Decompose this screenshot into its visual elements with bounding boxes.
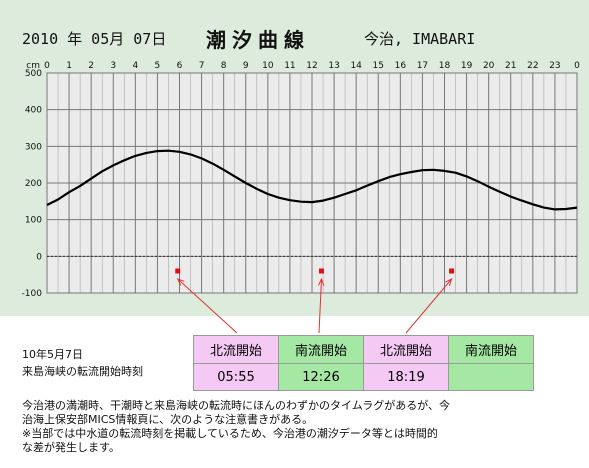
header-north-2: 北流開始 <box>363 335 449 364</box>
time-south-2 <box>448 363 534 391</box>
y-tick-label: 400 <box>25 106 42 116</box>
note-line: 治海上保安部MICS情報頁に、次のような注意書きがある。 <box>22 413 314 426</box>
current-change-marker <box>449 268 455 274</box>
note-line: 今治港の満潮時、干潮時と来島海峡の転流時にほんのわずかのタイムラグがあるが、今 <box>22 399 451 412</box>
x-tick-label: 11 <box>284 61 295 71</box>
location-text: 今治, IMABARI <box>364 30 476 48</box>
notes: 今治港の満潮時、干潮時と来島海峡の転流時にほんのわずかのタイムラグがあるが、今 … <box>22 399 582 455</box>
y-tick-label: 0 <box>36 252 42 262</box>
header-south-1: 南流開始 <box>278 335 364 364</box>
time-north-2: 18:19 <box>363 363 449 391</box>
current-change-marker <box>175 268 181 274</box>
y-tick-label: 300 <box>25 142 42 152</box>
y-tick-label: -100 <box>22 289 43 299</box>
x-tick-label: 3 <box>110 61 116 71</box>
x-tick-label: 18 <box>439 61 451 71</box>
x-tick-label: 8 <box>221 61 227 71</box>
time-south-1: 12:26 <box>278 363 364 391</box>
caption-date: 10年5月7日 <box>22 348 83 361</box>
y-tick-label: 500 <box>25 69 42 79</box>
x-tick-label: 23 <box>549 61 560 71</box>
date-text: 2010 年 05月 07日 <box>22 30 167 48</box>
header-south-2: 南流開始 <box>448 335 534 364</box>
x-tick-label: 20 <box>483 61 495 71</box>
x-tick-label: 1 <box>66 61 72 71</box>
chart-title: 潮汐曲線 <box>206 28 310 52</box>
current-caption: 10年5月7日 来島海峡の転流開始時刻 <box>22 346 143 380</box>
x-tick-label: 21 <box>505 61 516 71</box>
arrow-head <box>176 278 185 286</box>
y-tick-label: 100 <box>25 216 42 226</box>
x-tick-label: 19 <box>461 61 473 71</box>
x-tick-label: 12 <box>306 61 317 71</box>
header-north-1: 北流開始 <box>193 335 279 364</box>
x-tick-label: 6 <box>177 61 183 71</box>
arrow-head <box>318 277 325 286</box>
current-reversal-table: 北流開始 南流開始 北流開始 南流開始 05:55 12:26 18:19 <box>193 335 534 391</box>
x-tick-label: 5 <box>155 61 161 71</box>
caption-title: 来島海峡の転流開始時刻 <box>22 365 143 378</box>
x-tick-label: 14 <box>350 61 362 71</box>
x-tick-label: 13 <box>328 61 339 71</box>
x-tick-label: 4 <box>132 61 138 71</box>
annotation-area: 10年5月7日 来島海峡の転流開始時刻 北流開始 南流開始 北流開始 南流開始 … <box>0 316 589 468</box>
note-line: な差が発生します。 <box>22 441 120 454</box>
x-tick-label: 7 <box>199 61 205 71</box>
x-tick-label: 10 <box>262 61 274 71</box>
arrow-line <box>177 278 238 334</box>
x-tick-label: 15 <box>373 61 384 71</box>
arrow-head <box>445 278 453 286</box>
note-line: ※当部では中水道の転流時刻を掲載しているため、今治港の潮汐データ等とは時間的 <box>22 427 438 440</box>
x-tick-label: 2 <box>88 61 94 71</box>
y-axis-unit: cm <box>26 61 40 71</box>
title-row: 2010 年 05月 07日 潮汐曲線 今治, IMABARI <box>0 24 589 52</box>
arrow-line <box>405 278 452 334</box>
x-tick-label: 0 <box>44 61 50 71</box>
current-change-marker <box>318 268 324 274</box>
x-tick-label: 16 <box>395 61 407 71</box>
tide-curve <box>46 149 578 211</box>
x-tick-label: 17 <box>417 61 428 71</box>
time-north-1: 05:55 <box>193 363 279 391</box>
arrow-line <box>318 278 322 334</box>
x-tick-label: 9 <box>243 61 249 71</box>
y-tick-label: 200 <box>25 179 42 189</box>
x-tick-label: 0 <box>574 61 580 71</box>
x-tick-label: 22 <box>527 61 538 71</box>
